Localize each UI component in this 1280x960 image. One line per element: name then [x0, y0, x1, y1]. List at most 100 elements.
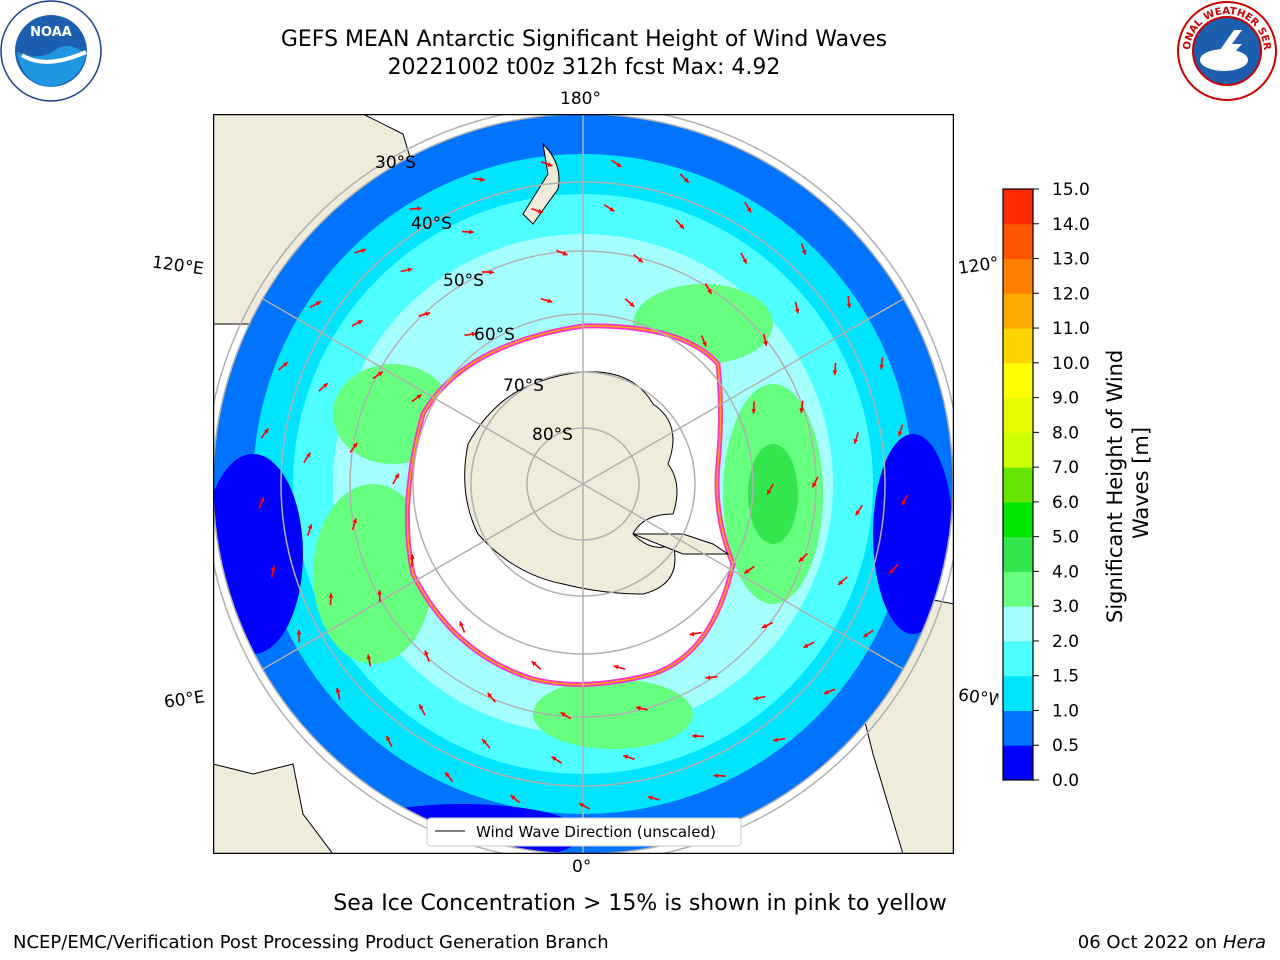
wind-arrow-head	[531, 661, 537, 666]
colorbar-segments	[1003, 189, 1033, 781]
lon-label-60e: 60°E	[162, 687, 207, 713]
colorbar-tick-label: 13.0	[1052, 250, 1090, 270]
wind-arrow-head	[263, 428, 269, 434]
wind-arrow-head	[562, 251, 568, 256]
wind-arrow-head	[357, 320, 363, 325]
colorbar-tick-label: 14.0	[1052, 215, 1090, 235]
wind-arrow-head	[259, 497, 265, 503]
lon-label-60w: 60°W	[956, 685, 1000, 711]
wind-arrow-head	[489, 269, 495, 275]
lon-label-120e: 120°E	[150, 252, 205, 280]
map-legend: Wind Wave Direction (unscaled)	[426, 817, 742, 847]
wind-arrow-head	[551, 756, 557, 762]
noaa-text: NOAA	[30, 25, 72, 40]
wind-arrow-head	[510, 795, 516, 800]
colorbar-tick-label: 4.0	[1052, 562, 1079, 582]
wind-arrow-head	[305, 452, 311, 458]
wind-arrow-head	[832, 370, 838, 375]
wind-arrow-head	[763, 341, 768, 346]
colorbar-segment	[1003, 536, 1033, 572]
lon-label-180: 180°	[560, 89, 601, 109]
wind-arrow-head	[879, 364, 884, 370]
wind-arrow-head	[547, 162, 553, 167]
wind-arrow-head	[692, 733, 697, 739]
wind-arrow-head	[812, 482, 817, 488]
colorbar-segment	[1003, 258, 1033, 294]
wind-arrow-head	[386, 735, 391, 741]
wind-arrow-head	[838, 580, 844, 585]
credit-text: NCEP/EMC/Verification Post Processing Pr…	[13, 932, 609, 953]
wind-arrow-head	[629, 302, 635, 307]
colorbar-segment	[1003, 223, 1033, 260]
colorbar-tick-label: 8.0	[1052, 423, 1079, 443]
colorbar-segment	[1003, 675, 1033, 711]
colorbar-segment	[1003, 293, 1033, 329]
lon-label-0: 0°	[572, 857, 592, 877]
wind-arrow-head	[560, 712, 566, 717]
wind-arrows	[258, 159, 909, 810]
wind-arrow-head	[394, 473, 399, 479]
colorbar-segment	[1003, 571, 1033, 607]
wind-arrow-head	[479, 177, 485, 182]
colorbar-tick-label: 7.0	[1052, 458, 1079, 478]
wind-arrow-head	[679, 223, 684, 229]
wind-arrow-head	[761, 623, 767, 628]
wind-arrow-head	[322, 383, 328, 388]
wind-arrow-head	[773, 737, 778, 743]
wind-arrow-head	[751, 409, 757, 414]
colorbar-label: Significant Height of Wind Waves [m]	[1082, 188, 1182, 778]
wind-arrow-head	[689, 631, 695, 637]
map-subtitle: 20221002 t00z 312h fcst Max: 4.92	[387, 55, 781, 80]
wind-arrow-head	[683, 177, 689, 183]
wind-arrow-head	[471, 331, 477, 337]
colorbar: 0.0 0.5 1.0 1.5 2.0 3.0 4.0 5.0 6.0 7.0 8.0 9.0 10.0…	[1002, 180, 1090, 790]
svg-text:Significant Height of Wind: Significant Height of Wind Waves [m]	[1103, 343, 1153, 623]
noaa-logo: NOAA	[0, 0, 102, 102]
wind-arrow-head	[746, 207, 751, 213]
wind-arrow-head	[799, 408, 805, 413]
wind-arrow-head	[537, 208, 543, 214]
colorbar-ticks: 0.0 0.5 1.0 1.5 2.0 3.0 4.0 5.0 6.0 7.0 8.0 9.0 10.0…	[1033, 180, 1090, 790]
wind-arrow-head	[863, 632, 869, 638]
wind-arrow-head	[424, 650, 429, 656]
antarctica-land	[464, 371, 678, 595]
wind-arrow-head	[742, 258, 747, 264]
colorbar-tick-label: 9.0	[1052, 389, 1079, 409]
wind-arrow-head	[609, 206, 615, 212]
colorbar-segment	[1003, 745, 1033, 781]
wind-arrow-head	[744, 568, 750, 574]
wind-arrow-head	[416, 394, 422, 400]
lat-label-50s: 50°S	[443, 271, 484, 291]
wind-arrow-head	[637, 257, 643, 263]
wind-arrow-head	[853, 438, 859, 444]
wind-arrow-head	[753, 695, 759, 701]
wind-arrow-head	[361, 248, 367, 253]
africa-land	[213, 763, 334, 854]
wind-arrow-head	[352, 518, 358, 524]
wind-arrow-head	[335, 687, 341, 693]
lon-label-120w: 120°W	[956, 253, 1002, 279]
wind-arrow-head	[846, 303, 852, 308]
wind-arrow-head	[307, 524, 313, 530]
wind-arrow-head	[616, 162, 622, 167]
wind-arrow-head	[855, 510, 861, 516]
colorbar-tick-label: 15.0	[1052, 180, 1090, 200]
wind-arrow-head	[897, 431, 903, 437]
colorbar-tick-label: 12.0	[1052, 284, 1090, 304]
wind-arrow-head	[459, 621, 464, 627]
wind-arrow-head	[889, 568, 895, 574]
wind-arrow-head	[547, 298, 553, 304]
sea-ice-note: Sea Ice Concentration > 15% is shown in …	[333, 891, 947, 916]
wind-arrow-head	[767, 489, 772, 495]
colorbar-segment	[1003, 467, 1033, 503]
colorbar-tick-label: 1.5	[1052, 667, 1079, 687]
colorbar-segment	[1003, 432, 1033, 468]
wind-arrow-head	[270, 565, 276, 571]
wind-arrow-head	[445, 772, 450, 778]
wind-arrow-head	[801, 249, 807, 255]
antarctic-map: 30°S 40°S 50°S 60°S 70°S 80°S Wind Wave …	[213, 114, 954, 854]
host-name: Hera	[1222, 932, 1266, 953]
wind-arrow-head	[702, 341, 707, 347]
colorbar-tick-label: 0.0	[1052, 771, 1079, 790]
colorbar-tick-label: 1.0	[1052, 701, 1079, 721]
